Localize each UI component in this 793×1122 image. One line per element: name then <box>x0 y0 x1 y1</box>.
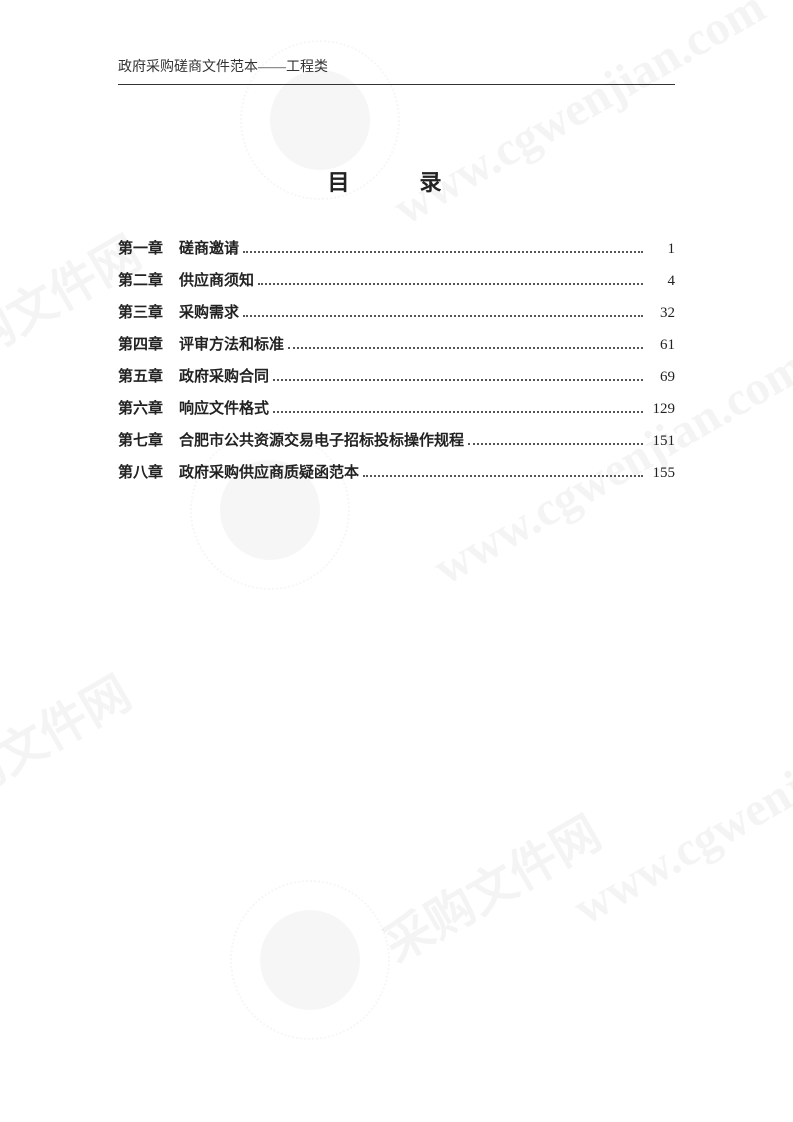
toc-name: 磋商邀请 <box>179 239 239 260</box>
toc-row: 第八章 政府采购供应商质疑函范本 155 <box>118 463 675 484</box>
toc-page: 69 <box>647 367 675 388</box>
toc-chapter: 第四章 <box>118 335 163 356</box>
toc-name: 供应商须知 <box>179 271 254 292</box>
toc-name: 政府采购合同 <box>179 367 269 388</box>
toc-name: 合肥市公共资源交易电子招标投标操作规程 <box>179 431 464 452</box>
toc-dots <box>273 411 643 413</box>
toc-dots <box>243 251 643 253</box>
toc-page: 4 <box>647 271 675 292</box>
toc-row: 第三章 采购需求 32 <box>118 303 675 324</box>
watermark-cn: 采购文件网 <box>369 795 612 976</box>
toc-chapter: 第五章 <box>118 367 163 388</box>
watermark-cn: 采购文件网 <box>0 655 141 836</box>
toc-chapter: 第八章 <box>118 463 163 484</box>
toc-page: 1 <box>647 239 675 260</box>
toc-name: 政府采购供应商质疑函范本 <box>179 463 359 484</box>
toc-dots <box>258 283 643 285</box>
toc-name: 响应文件格式 <box>179 399 269 420</box>
toc-chapter: 第一章 <box>118 239 163 260</box>
toc-chapter: 第三章 <box>118 303 163 324</box>
toc-chapter: 第二章 <box>118 271 163 292</box>
toc-chapter: 第六章 <box>118 399 163 420</box>
toc-row: 第五章 政府采购合同 69 <box>118 367 675 388</box>
toc-dots <box>288 347 643 349</box>
toc-row: 第一章 磋商邀请 1 <box>118 239 675 260</box>
toc-row: 第六章 响应文件格式 129 <box>118 399 675 420</box>
toc-dots <box>468 443 643 445</box>
toc-dots <box>273 379 643 381</box>
toc-page: 155 <box>647 463 675 484</box>
toc-title: 目 录 <box>118 165 675 197</box>
toc-dots <box>243 315 643 317</box>
toc-row: 第七章 合肥市公共资源交易电子招标投标操作规程 151 <box>118 431 675 452</box>
toc-page: 61 <box>647 335 675 356</box>
toc-chapter: 第七章 <box>118 431 163 452</box>
toc-name: 采购需求 <box>179 303 239 324</box>
toc-name: 评审方法和标准 <box>179 335 284 356</box>
toc-page: 32 <box>647 303 675 324</box>
page-content: 政府采购磋商文件范本——工程类 目 录 第一章 磋商邀请 1 第二章 供应商须知… <box>0 0 793 484</box>
toc-dots <box>363 475 643 477</box>
page-header: 政府采购磋商文件范本——工程类 <box>118 56 675 85</box>
toc-row: 第四章 评审方法和标准 61 <box>118 335 675 356</box>
toc-row: 第二章 供应商须知 4 <box>118 271 675 292</box>
table-of-contents: 第一章 磋商邀请 1 第二章 供应商须知 4 第三章 采购需求 32 第四章 评… <box>118 239 675 484</box>
toc-page: 129 <box>647 399 675 420</box>
watermark-logo <box>220 870 400 1050</box>
toc-page: 151 <box>647 431 675 452</box>
watermark-url: www.cgwenjian.com <box>564 679 793 936</box>
